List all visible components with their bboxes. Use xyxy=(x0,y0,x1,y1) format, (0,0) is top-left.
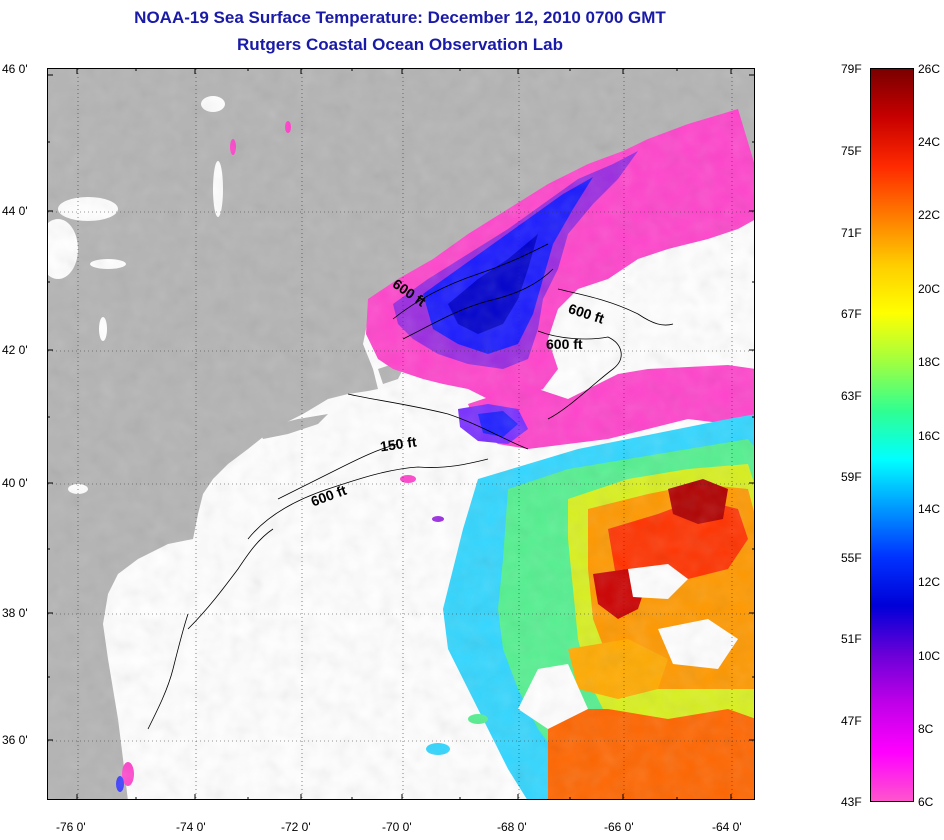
lon-label-68: -68 0' xyxy=(497,820,527,834)
cb-label-26c: 26C xyxy=(918,62,941,76)
lat-label-46: 46 0' xyxy=(2,62,28,76)
cb-label-14c: 14C xyxy=(918,502,941,516)
lon-label-70: -70 0' xyxy=(382,820,412,834)
lon-label-76: -76 0' xyxy=(56,820,86,834)
lat-label-40: 40 0' xyxy=(2,476,28,490)
contour-label-600ft-georges: 600 ft xyxy=(546,336,583,352)
sst-map: 600 ft 600 ft 600 ft 150 ft 600 ft xyxy=(47,68,755,800)
map-title: NOAA-19 Sea Surface Temperature: Decembe… xyxy=(134,8,666,27)
lon-label-72: -72 0' xyxy=(281,820,311,834)
temperature-colorbar xyxy=(870,68,914,802)
sst-map-canvas: 600 ft 600 ft 600 ft 150 ft 600 ft xyxy=(48,69,754,799)
cb-label-6c: 6C xyxy=(918,795,934,809)
cb-label-43f: 43F xyxy=(841,795,862,809)
lat-label-36: 36 0' xyxy=(2,733,28,747)
cb-label-8c: 8C xyxy=(918,722,934,736)
cb-label-18c: 18C xyxy=(918,355,941,369)
bathymetry-contours xyxy=(147,243,674,730)
cb-label-71f: 71F xyxy=(841,226,862,240)
cb-label-55f: 55F xyxy=(841,551,862,565)
cb-label-67f: 67F xyxy=(841,307,862,321)
lat-label-44: 44 0' xyxy=(2,204,28,218)
cb-label-20c: 20C xyxy=(918,282,941,296)
map-subtitle: Rutgers Coastal Ocean Observation Lab xyxy=(237,35,563,54)
cb-label-51f: 51F xyxy=(841,632,862,646)
cb-label-22c: 22C xyxy=(918,208,941,222)
lon-label-64: -64 0' xyxy=(712,820,742,834)
lon-label-74: -74 0' xyxy=(176,820,206,834)
cb-label-75f: 75F xyxy=(841,144,862,158)
lat-label-38: 38 0' xyxy=(2,606,28,620)
cb-label-47f: 47F xyxy=(841,714,862,728)
contour-label-150ft: 150 ft xyxy=(379,433,418,454)
cb-label-16c: 16C xyxy=(918,429,941,443)
cb-label-59f: 59F xyxy=(841,470,862,484)
cb-label-24c: 24C xyxy=(918,135,941,149)
cb-label-12c: 12C xyxy=(918,575,941,589)
lat-label-42: 42 0' xyxy=(2,343,28,357)
lon-label-66: -66 0' xyxy=(604,820,634,834)
cb-label-10c: 10C xyxy=(918,649,941,663)
cb-label-79f: 79F xyxy=(841,62,862,76)
cb-label-63f: 63F xyxy=(841,389,862,403)
